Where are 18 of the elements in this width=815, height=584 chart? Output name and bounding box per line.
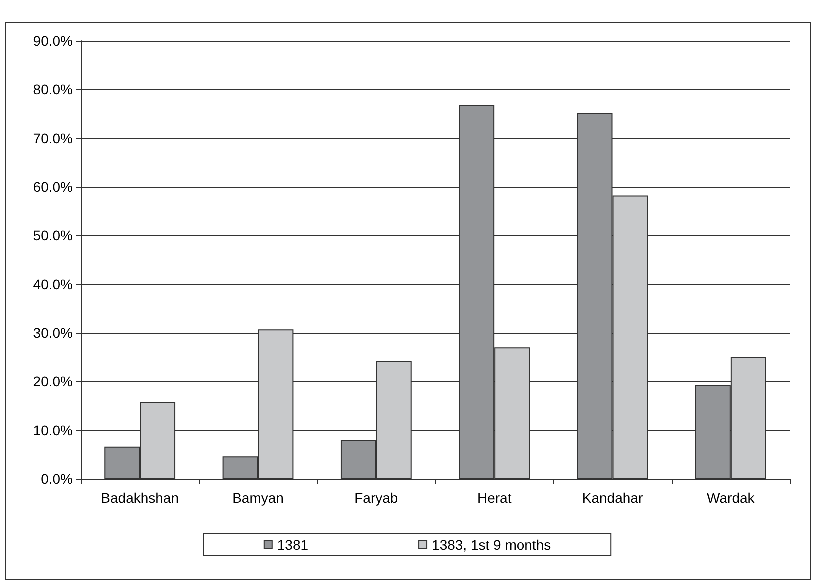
y-tick-label: 10.0% bbox=[33, 422, 73, 438]
y-tick-label: 40.0% bbox=[33, 276, 73, 292]
x-tick-label: Herat bbox=[477, 490, 512, 506]
y-tick-label: 0.0% bbox=[41, 471, 73, 487]
x-tick-label: Badakhshan bbox=[101, 490, 180, 506]
x-tick-label: Bamyan bbox=[232, 490, 284, 506]
x-tick-label: Wardak bbox=[707, 490, 756, 506]
x-tick-label: Faryab bbox=[354, 490, 398, 506]
y-tick-label: 50.0% bbox=[33, 228, 73, 244]
y-tick-label: 30.0% bbox=[33, 325, 73, 341]
legend-label: 1381 bbox=[277, 537, 309, 553]
y-tick-label: 90.0% bbox=[33, 33, 73, 49]
y-tick-label: 70.0% bbox=[33, 130, 73, 146]
y-tick-label: 80.0% bbox=[33, 82, 73, 98]
y-tick-label: 20.0% bbox=[33, 374, 73, 390]
x-tick-label: Kandahar bbox=[582, 490, 644, 506]
legend-label: 1383, 1st 9 months bbox=[432, 537, 552, 553]
y-tick-label: 60.0% bbox=[33, 179, 73, 195]
